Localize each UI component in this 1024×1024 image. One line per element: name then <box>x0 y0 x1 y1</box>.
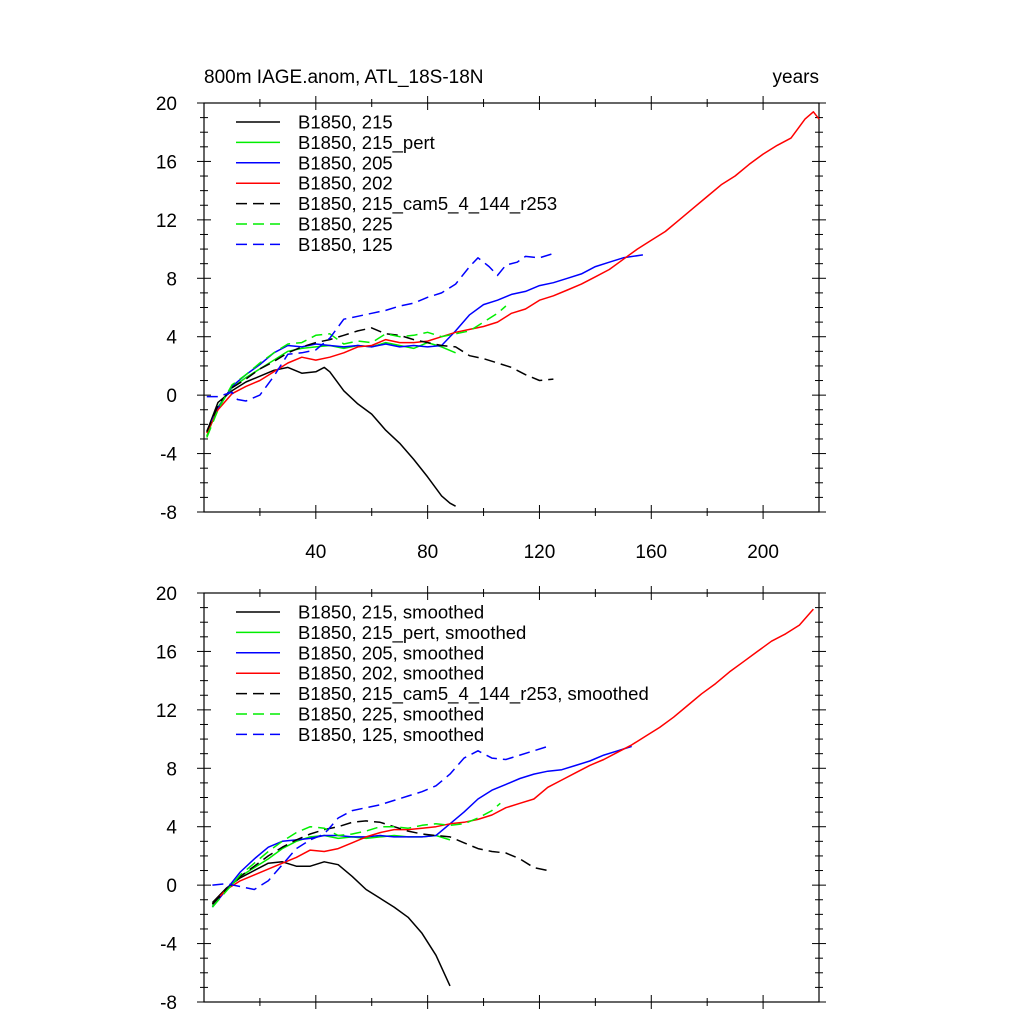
y-tick-label: 0 <box>166 876 177 897</box>
y-tick-label: 8 <box>166 759 177 780</box>
legend-label: B1850, 215_pert <box>298 132 435 154</box>
legend-label: B1850, 205 <box>298 152 393 173</box>
legend-label: B1850, 215 <box>298 112 393 133</box>
chart-panel-1: -8 -4 0 4 8 12 16 20 40 80 120 160 200 800m IAGE.anom… <box>156 67 826 563</box>
series-line <box>206 252 554 402</box>
legend-label: B1850, 215_cam5_4_144_r253, smoothed <box>298 683 649 705</box>
x-tick-label: 40 <box>305 542 326 563</box>
plot-frame <box>203 592 820 1003</box>
legend-label: B1850, 125, smoothed <box>298 724 484 745</box>
series-line <box>206 366 456 507</box>
chart-title: 800m IAGE.anom, ATL_18S-18N <box>204 67 484 88</box>
series-line <box>212 745 549 891</box>
legend-label: B1850, 215_pert, smoothed <box>298 622 526 644</box>
y-tick-label: 20 <box>156 584 177 605</box>
x-tick-label: 120 <box>524 542 556 563</box>
legend-label: B1850, 202, smoothed <box>298 663 484 684</box>
series-line <box>206 111 820 434</box>
y-tick-label: 4 <box>166 328 177 349</box>
x-tick-label: 80 <box>417 542 438 563</box>
legend-label: B1850, 215, smoothed <box>298 602 484 623</box>
legend-label: B1850, 215_cam5_4_144_r253 <box>298 193 557 215</box>
legend-label: B1850, 225 <box>298 214 393 235</box>
series-line <box>211 802 501 908</box>
legend-label: B1850, 125 <box>298 234 393 255</box>
y-tick-label: -8 <box>160 993 177 1014</box>
plot-frame <box>203 102 820 513</box>
series-line <box>211 608 814 905</box>
y-tick-label: 20 <box>156 94 177 115</box>
y-tick-label: 12 <box>156 211 177 232</box>
series-line <box>211 834 451 907</box>
legend-label: B1850, 205, smoothed <box>298 642 484 663</box>
y-tick-label: 0 <box>166 386 177 407</box>
x-tick-label: 200 <box>747 542 779 563</box>
series-line <box>211 820 548 905</box>
y-tick-label: 16 <box>156 152 177 173</box>
y-tick-label: -4 <box>160 935 177 956</box>
y-tick-label: -4 <box>160 445 177 466</box>
series-line <box>206 254 644 433</box>
legend-label: B1850, 225, smoothed <box>298 704 484 725</box>
series-line <box>206 327 554 432</box>
y-tick-label: 16 <box>156 642 177 663</box>
series-line <box>211 861 451 987</box>
legend-label: B1850, 202 <box>298 173 393 194</box>
series-line <box>211 745 632 908</box>
x-tick-label: 160 <box>635 542 667 563</box>
y-tick-label: 12 <box>156 701 177 722</box>
y-tick-label: -8 <box>160 503 177 524</box>
y-tick-label: 8 <box>166 269 177 290</box>
y-tick-label: 4 <box>166 818 177 839</box>
chart-units-label: years <box>773 67 819 88</box>
series-line <box>206 305 507 438</box>
